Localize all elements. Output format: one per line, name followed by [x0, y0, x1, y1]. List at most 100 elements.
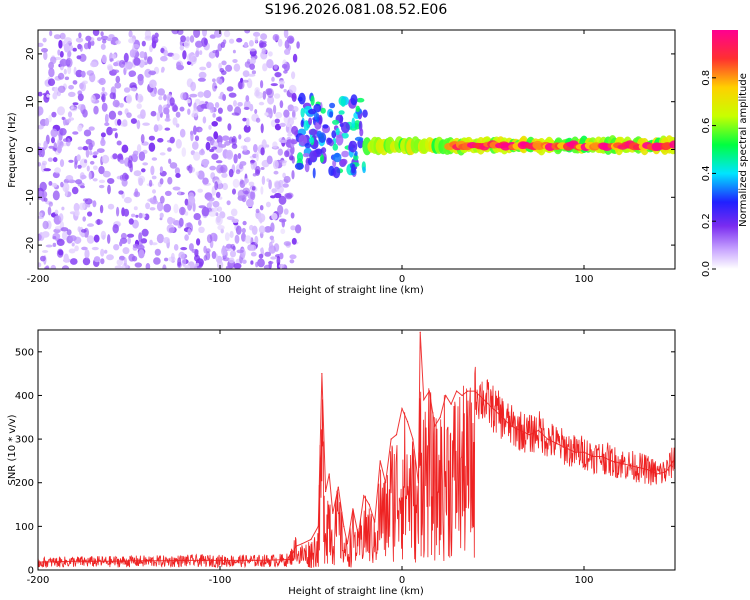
spectrogram-cell	[338, 110, 345, 115]
spectrogram-cell	[221, 246, 227, 256]
spectrogram-cell	[284, 39, 290, 49]
spectrogram-cell	[253, 144, 258, 153]
spectrogram-cell	[290, 212, 295, 219]
spectrogram-cell	[278, 195, 287, 205]
spectrogram-cell	[264, 112, 269, 116]
snr-point	[501, 416, 503, 418]
spectrogram-cell	[133, 170, 142, 177]
spectrogram-cell	[136, 144, 142, 153]
spectrogram-cell	[250, 159, 256, 163]
spectrogram-cell	[48, 67, 55, 78]
spectrogram-cell	[66, 118, 72, 123]
spectrogram-x-ticks: -200 -100 0 100	[27, 30, 594, 285]
spectrogram-cell	[359, 128, 364, 137]
spectrogram-cell	[123, 87, 131, 93]
spectrogram-cell	[116, 259, 124, 266]
spectrogram-cell	[203, 255, 208, 261]
spectrogram-cell	[312, 167, 316, 179]
spectrogram-cell	[188, 195, 196, 206]
spectrogram-cell	[283, 109, 290, 118]
spectrogram-cell	[115, 40, 121, 45]
snr-x-label: Height of straight line (km)	[288, 586, 424, 597]
colorbar-tick-label: 0.8	[701, 70, 712, 86]
spectrogram-cell	[53, 34, 61, 40]
spectrogram-cell	[168, 158, 172, 164]
spectrogram-cell	[211, 146, 218, 150]
spectrogram-cell	[96, 218, 101, 226]
snr-point	[274, 559, 276, 561]
spectrogram-cell	[308, 137, 314, 143]
spectrogram-cell	[72, 80, 78, 85]
spectrogram-cell	[221, 172, 228, 178]
spectrogram-cell	[222, 39, 227, 45]
spectrogram-y-tick-label: 20	[25, 48, 36, 61]
spectrogram-cell	[82, 216, 86, 222]
spectrogram-cell	[112, 69, 120, 74]
spectrogram-cell	[151, 157, 158, 161]
spectrogram-cell	[81, 232, 85, 238]
spectrogram-cell	[131, 154, 138, 163]
spectrogram-cell	[116, 206, 120, 217]
spectrogram-cell	[261, 175, 266, 185]
spectrogram-cell	[332, 143, 339, 151]
snr-point	[439, 416, 441, 418]
spectrogram-cell	[351, 117, 356, 129]
spectrogram-cell	[206, 61, 212, 69]
snr-y-ticks: 0 100 200 300 400 500	[15, 347, 675, 577]
spectrogram-cell	[242, 259, 247, 264]
spectrogram-cell	[175, 139, 182, 149]
spectrogram-cell	[214, 30, 222, 38]
spectrogram-cell	[78, 32, 82, 39]
spectrogram-cell	[43, 51, 48, 60]
spectrogram-cell	[123, 52, 129, 63]
spectrogram-cell	[279, 122, 286, 127]
spectrogram-cell	[108, 110, 117, 120]
spectrogram-cell	[300, 119, 304, 128]
spectrogram-cell	[255, 117, 261, 123]
spectrogram-cell	[201, 206, 210, 217]
spectrogram-cell	[250, 244, 257, 252]
spectrogram-cell	[273, 104, 277, 115]
spectrogram-cell	[124, 174, 130, 180]
spectrogram-cell	[77, 146, 84, 151]
spectrogram-cell	[289, 259, 295, 264]
spectrogram-cell	[221, 70, 227, 76]
spectrogram-cell	[257, 213, 266, 223]
spectrogram-cell	[116, 140, 122, 146]
spectrogram-cell	[38, 146, 42, 156]
snr-point	[368, 503, 370, 506]
spectrogram-cell	[153, 257, 161, 265]
spectrogram-cell	[90, 61, 98, 68]
spectrogram-cell	[264, 226, 272, 233]
spectrogram-cell	[203, 245, 207, 254]
spectrogram-cell	[265, 201, 271, 208]
spectrogram-cell	[107, 178, 115, 184]
spectrogram-cell	[291, 237, 297, 245]
spectrogram-cell	[335, 134, 344, 146]
spectrogram-cell	[169, 136, 175, 144]
spectrogram-cell	[212, 113, 216, 118]
snr-point	[346, 543, 348, 545]
spectrogram-cell	[254, 109, 258, 114]
spectrogram-cell	[54, 167, 61, 174]
spectrogram-cell	[261, 139, 267, 150]
spectrogram-cell	[348, 140, 358, 153]
spectrogram-cell	[253, 31, 261, 37]
colorbar-ticks: 0.0 0.2 0.4 0.6 0.8	[701, 70, 716, 277]
spectrogram-cell	[47, 157, 53, 162]
spectrogram-cell	[320, 154, 324, 163]
spectrogram-cell	[277, 204, 284, 215]
spectrogram-cell	[257, 258, 265, 268]
spectrogram-cell	[47, 206, 52, 216]
spectrogram-cell	[77, 164, 82, 169]
spectrogram-cell	[285, 193, 293, 200]
spectrogram-cell	[188, 164, 193, 174]
spectrogram-cell	[160, 69, 165, 73]
spectrogram-cell	[88, 142, 94, 151]
spectrogram-x-tick-label: -100	[209, 274, 232, 285]
spectrogram-cell	[168, 227, 175, 233]
spectrogram-cell	[141, 228, 149, 237]
spectrogram-cell	[178, 251, 185, 260]
spectrogram-cell	[199, 50, 203, 55]
spectrogram-cell	[190, 81, 197, 92]
